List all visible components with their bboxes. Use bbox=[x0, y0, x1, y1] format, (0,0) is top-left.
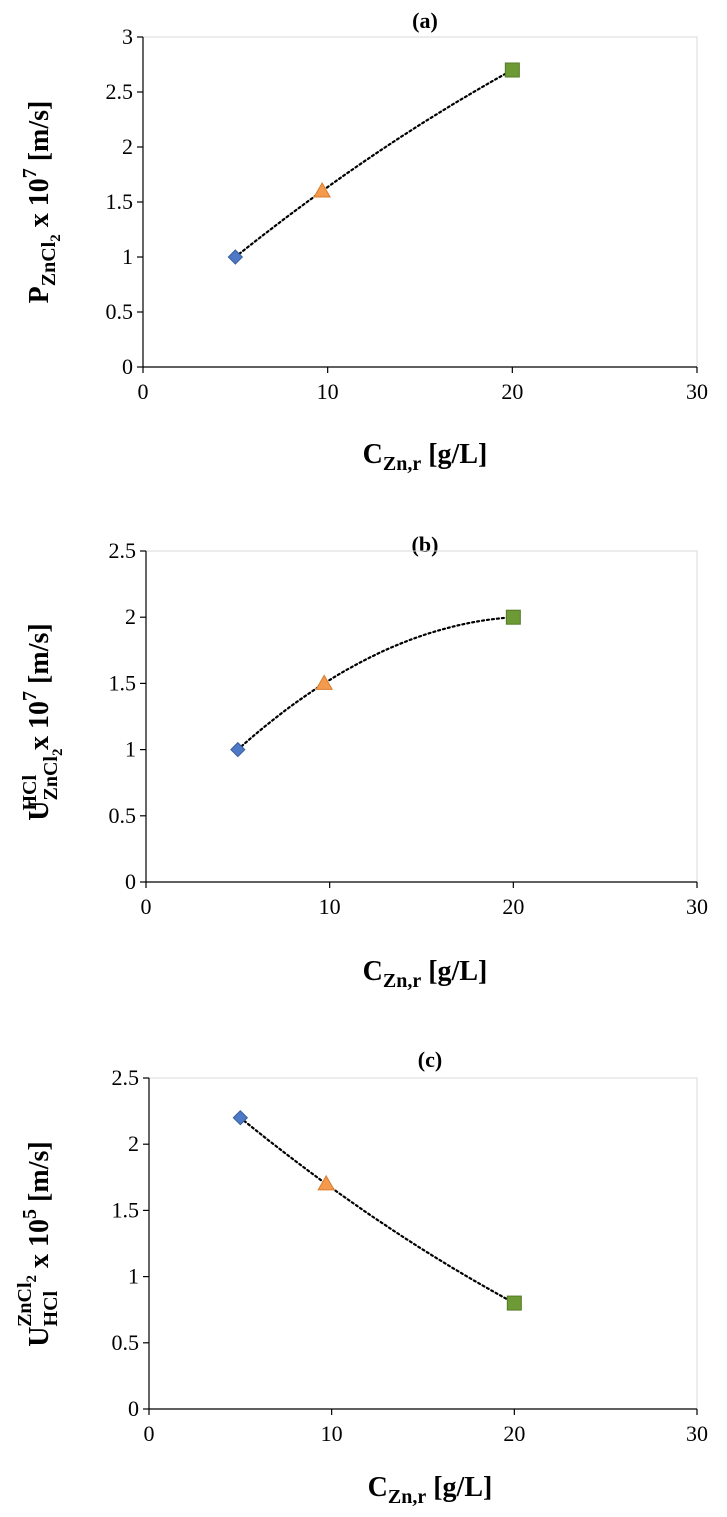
y-tick-label: 0 bbox=[128, 1396, 139, 1421]
y-axis-label: UHClZnCl2 x 105 [m/s] bbox=[14, 1141, 62, 1346]
y-tick-label: 0 bbox=[125, 869, 136, 894]
y-tick-label: 2.5 bbox=[109, 538, 137, 563]
data-point-diamond bbox=[227, 249, 244, 265]
panel-title: (b) bbox=[412, 532, 439, 557]
x-tick-label: 10 bbox=[319, 894, 341, 919]
panel-c: (c) CZn,r [g/L] UHClZnCl2 x 105 [m/s] 0 1… bbox=[14, 1047, 708, 1508]
x-tick-label: 10 bbox=[317, 379, 339, 404]
y-tick-label: 0.5 bbox=[106, 299, 134, 324]
y-tick-label: 2.5 bbox=[106, 79, 134, 104]
y-tick-label: 2 bbox=[122, 134, 133, 159]
trendline bbox=[236, 616, 515, 751]
x-tick-label: 20 bbox=[503, 1421, 525, 1446]
x-tick-label: 20 bbox=[501, 379, 523, 404]
y-tick-label: 1.5 bbox=[106, 189, 134, 214]
y-tick-label: 1 bbox=[122, 244, 133, 269]
y-tick-label: 1 bbox=[128, 1264, 139, 1289]
y-tick-label: 3 bbox=[122, 24, 133, 49]
x-axis-label: CZn,r [g/L] bbox=[363, 956, 488, 992]
x-tick-label: 30 bbox=[686, 379, 708, 404]
x-tick-label: 20 bbox=[502, 894, 524, 919]
panel-title: (a) bbox=[412, 8, 438, 33]
panel-b: (b) CZn,r [g/L] UZnCl2HCl x 107 [m/s] 0 1… bbox=[19, 532, 708, 992]
plot-area bbox=[142, 36, 698, 368]
data-point-diamond bbox=[230, 741, 246, 758]
trendline bbox=[234, 68, 514, 259]
plot-area bbox=[145, 550, 698, 883]
x-axis-label: CZn,r [g/L] bbox=[368, 1472, 493, 1508]
data-point-square bbox=[506, 1295, 522, 1311]
y-tick-label: 0.5 bbox=[112, 1330, 140, 1355]
x-tick-label: 10 bbox=[321, 1421, 343, 1446]
panel-a: (a) CZn,r [g/L] PZnCl2 x 107 [m/s] 0 10 20… bbox=[19, 8, 708, 475]
y-tick-label: 0 bbox=[122, 354, 133, 379]
y-tick-label: 1.5 bbox=[109, 670, 137, 695]
y-tick-label: 1 bbox=[125, 737, 136, 762]
trendline bbox=[239, 1116, 516, 1305]
data-point-square bbox=[505, 609, 521, 625]
y-axis-label: UZnCl2HCl x 107 [m/s] bbox=[19, 623, 66, 820]
y-tick-label: 0.5 bbox=[109, 803, 137, 828]
x-tick-label: 0 bbox=[141, 894, 152, 919]
data-point-triangle bbox=[315, 674, 334, 690]
panel-title: (c) bbox=[418, 1047, 442, 1072]
data-point-triangle bbox=[317, 1174, 336, 1191]
x-axis-label: CZn,r [g/L] bbox=[363, 439, 488, 475]
y-tick-label: 2 bbox=[128, 1131, 139, 1156]
x-tick-label: 30 bbox=[686, 894, 708, 919]
x-tick-label: 30 bbox=[686, 1421, 708, 1446]
plot-area bbox=[148, 1077, 698, 1410]
x-tick-label: 0 bbox=[144, 1421, 155, 1446]
y-tick-label: 2 bbox=[125, 604, 136, 629]
y-tick-label: 1.5 bbox=[112, 1197, 140, 1222]
data-point-square bbox=[504, 62, 520, 78]
y-axis-label: PZnCl2 x 107 [m/s] bbox=[19, 101, 64, 304]
x-tick-label: 0 bbox=[138, 379, 149, 404]
data-point-diamond bbox=[232, 1110, 249, 1126]
data-point-triangle bbox=[313, 181, 331, 198]
y-tick-label: 2.5 bbox=[112, 1065, 140, 1090]
